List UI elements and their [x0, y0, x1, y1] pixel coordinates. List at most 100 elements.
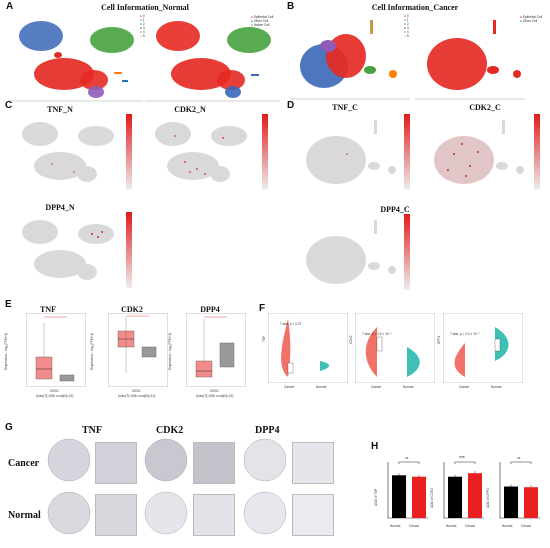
ihc-core-dpp4-cancer	[243, 438, 287, 482]
bar-cancer	[412, 476, 426, 518]
panel-f-xcat: Cancer	[459, 385, 470, 389]
bar-cancer	[468, 473, 482, 518]
panel-c-title-tnf: TNF_N	[47, 105, 73, 114]
legend-item: ● 0	[404, 14, 409, 18]
ihc-core-cdk2-normal	[144, 491, 188, 535]
colorbar-c1	[126, 114, 132, 190]
panel-label-b: B	[287, 1, 295, 12]
significance-bracket	[454, 461, 476, 464]
panel-g-row-cancer: Cancer	[8, 458, 40, 469]
ihc-core-dpp4-normal	[243, 491, 287, 535]
legend-item: ● 2	[140, 22, 145, 26]
colorbar-d3	[404, 214, 410, 290]
legend-item: ● Other Cell	[520, 19, 538, 23]
panel-d-title-dpp4: DPP4_C	[380, 205, 410, 214]
legend-item: ● 3	[140, 26, 145, 30]
panel-f-xcat: Normal	[403, 385, 414, 389]
umap-cancer-clusters	[290, 20, 410, 100]
panel-h-xcat: Cancer	[521, 524, 532, 528]
panel-f-ylabel-dpp4: DPP4	[437, 335, 441, 344]
ihc-zoom-tnf-cancer	[95, 442, 137, 484]
panel-f-xcat: Cancer	[371, 385, 382, 389]
boxplot-cdk2	[108, 313, 168, 387]
panel-f-stat-tnf: T-test, p = 0.37	[280, 322, 302, 326]
panel-e-star: *	[212, 309, 214, 313]
boxplot-tnf	[26, 313, 86, 387]
panel-h-ylabel-cdk2: AOD of CDK2	[430, 488, 434, 508]
significance-bracket	[398, 461, 420, 464]
panel-f-xcat: Normal	[491, 385, 502, 389]
panel-c-title-dpp4: DPP4_N	[45, 203, 75, 212]
ihc-zoom-cdk2-cancer	[193, 442, 235, 484]
feature-plot-dpp4-cancer	[306, 220, 396, 284]
panel-e-xlabel: CESC	[210, 389, 219, 393]
bar-chart-aod-dpp4	[499, 461, 540, 519]
panel-h-xcat: Normal	[446, 524, 457, 528]
panel-h-sig-tnf: ns	[405, 456, 409, 460]
umap-cancer-celltypes	[415, 20, 525, 100]
ihc-zoom-tnf-normal	[95, 494, 137, 536]
legend-item: ● Other Cell	[251, 19, 269, 23]
legend-item: ● 1	[404, 18, 409, 22]
panel-f-ylabel-cdk2: CDK2	[349, 335, 353, 344]
panel-e-footnote: (num(T)=306; num(N)=13)	[118, 394, 156, 398]
violin-dpp4	[443, 313, 523, 383]
boxplot-dpp4	[186, 313, 246, 387]
panel-e-star: *	[52, 309, 54, 313]
panel-label-f: F	[259, 303, 266, 314]
bar-normal	[504, 486, 518, 518]
panel-a-title: Cell Information_Normal	[101, 3, 189, 12]
legend-item: ● 5	[404, 34, 409, 38]
colorbar-c2	[262, 114, 268, 190]
legend-item: ● Epithelial Cell	[520, 15, 543, 19]
panel-h-xcat: Cancer	[465, 524, 476, 528]
colorbar-d2	[534, 114, 540, 190]
umap-normal-clusters	[8, 21, 143, 102]
ihc-zoom-dpp4-cancer	[292, 442, 334, 484]
panel-e-ylabel: Expression – log₂(TPM+1)	[4, 332, 8, 370]
panel-h-ylabel-dpp4: AOD of DPP4	[486, 488, 490, 508]
feature-plot-cdk2-cancer	[434, 120, 524, 184]
legend-item: ● 2	[404, 22, 409, 26]
panel-e-title-dpp4: DPP4	[200, 305, 220, 314]
ihc-core-tnf-cancer	[47, 438, 91, 482]
significance-bracket	[510, 461, 532, 464]
panel-g-col-dpp4: DPP4	[255, 425, 280, 436]
legend-item: ● 5	[140, 34, 145, 38]
panel-label-g: G	[5, 422, 13, 433]
panel-f-xcat: Normal	[316, 385, 327, 389]
umap-normal-celltypes	[145, 21, 280, 102]
ihc-zoom-cdk2-normal	[193, 494, 235, 536]
panel-e-footnote: (num(T)=306; num(N)=13)	[36, 394, 74, 398]
legend-item: ● 4	[404, 30, 409, 34]
panel-h-xcat: Cancer	[409, 524, 420, 528]
panel-d-title-tnf: TNF_C	[332, 103, 358, 112]
panel-f-ylabel-tnf: TNF	[262, 335, 266, 342]
legend-item: ● Epithelial Cell	[251, 15, 274, 19]
panel-f-stat-cdk2: T-test, p = 1.6 × 10⁻⁴	[362, 332, 392, 336]
panel-f-xcat: Cancer	[284, 385, 295, 389]
bar-normal	[392, 475, 406, 518]
panel-label-a: A	[6, 1, 14, 12]
panel-h-sig-cdk2: ***	[459, 456, 465, 462]
legend-item: ● Helper Cell	[251, 23, 270, 27]
legend-item: ● 1	[140, 18, 145, 22]
panel-b-title: Cell Information_Cancer	[371, 3, 459, 12]
panel-e-title-cdk2: CDK2	[121, 305, 143, 314]
panel-h-xcat: Normal	[390, 524, 401, 528]
feature-plot-dpp4-normal	[22, 220, 114, 280]
bar-chart-aod-tnf	[387, 461, 428, 519]
ihc-core-cdk2-cancer	[144, 438, 188, 482]
panel-e-xlabel: CESC	[50, 389, 59, 393]
feature-plot-cdk2-normal	[155, 122, 247, 182]
bar-chart-aod-cdk2	[443, 461, 484, 519]
panel-d-title-cdk2: CDK2_C	[469, 103, 501, 112]
feature-plot-tnf-normal	[22, 122, 114, 182]
feature-plot-tnf-cancer	[306, 120, 396, 184]
panel-g-col-tnf: TNF	[82, 425, 102, 436]
panel-h-sig-dpp4: ns	[517, 456, 521, 460]
panel-e-title-tnf: TNF	[40, 305, 56, 314]
ihc-zoom-dpp4-normal	[292, 494, 334, 536]
panel-e-ylabel: Expression – log₂(TPM+1)	[90, 332, 94, 370]
panel-e-star: *	[134, 309, 136, 313]
